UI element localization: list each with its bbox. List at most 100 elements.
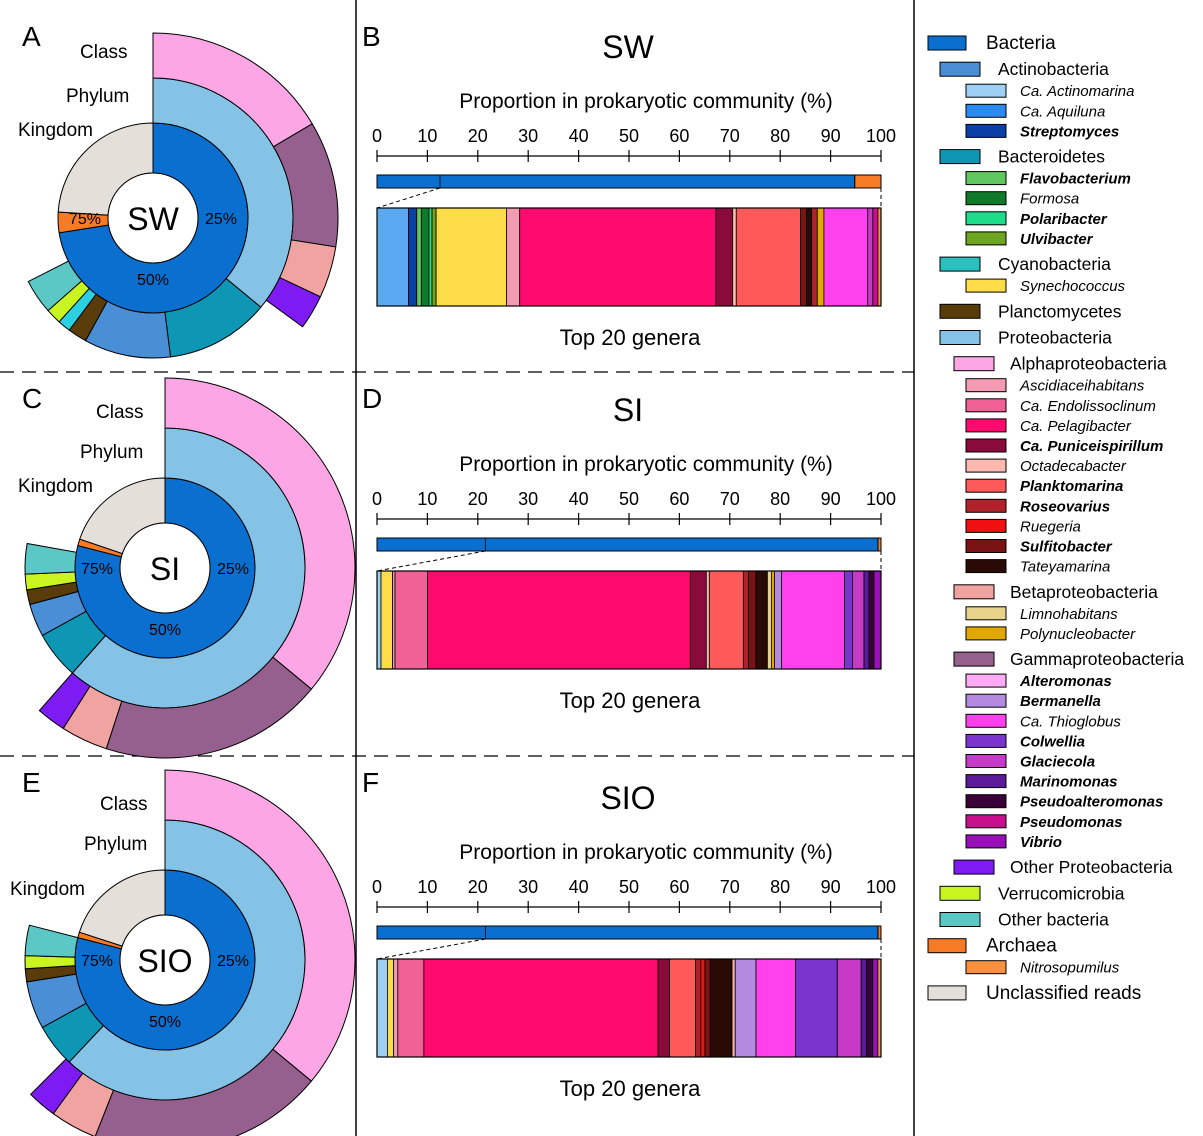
legend-item-ca-pelagibacter: Ca. Pelagibacter <box>965 418 1132 435</box>
genus-segment-ca-actinomarina <box>376 570 382 670</box>
legend-swatch <box>965 83 1007 98</box>
legend-item-pseudomonas: Pseudomonas <box>965 814 1123 831</box>
legend-item-ulvibacter: Ulvibacter <box>965 231 1094 248</box>
legend-item-other-proteobacteria: Other Proteobacteria <box>953 857 1173 877</box>
legend-swatch <box>965 774 1007 789</box>
tick-label-100: 100 <box>866 489 896 509</box>
genera-frame <box>376 207 882 307</box>
genus-segment-sulfitobacter <box>704 958 711 1058</box>
legend-item-planctomycetes: Planctomycetes <box>939 301 1122 321</box>
class-slice-other-proteobacteria <box>265 276 322 328</box>
legend-item-ca-aquiluna: Ca. Aquiluna <box>965 103 1105 120</box>
tick-label-90: 90 <box>821 877 841 897</box>
legend-label: Cyanobacteria <box>998 254 1111 274</box>
tick-label-70: 70 <box>720 877 740 897</box>
legend-item-marinomonas: Marinomonas <box>965 774 1118 791</box>
class-slice-alphaproteobacteria <box>164 769 356 1082</box>
legend-item-unclassified-reads: Unclassified reads <box>927 983 1141 1004</box>
legend-swatch <box>965 606 1007 621</box>
genus-segment-ca-endolissoclinum <box>397 958 425 1058</box>
legend-label: Flavobacterium <box>1020 171 1131 188</box>
legend-label: Bacteria <box>986 33 1056 54</box>
genus-segment-glaciecola <box>852 570 865 670</box>
genus-segment-pseudoalteromonas <box>868 570 875 670</box>
tick-label-50: 50% <box>137 272 169 289</box>
legend-item-cyanobacteria: Cyanobacteria <box>939 254 1111 274</box>
legend-swatch <box>965 123 1007 138</box>
tick-label-80: 80 <box>770 489 790 509</box>
legend-swatch <box>965 518 1007 533</box>
panel-letter-f: F <box>362 767 379 798</box>
genus-segment-colwellia <box>844 570 853 670</box>
legend-swatch <box>927 35 967 51</box>
tick-label-0: 0 <box>372 489 382 509</box>
legend-label: Pseudoalteromonas <box>1020 794 1163 811</box>
top-bar-bacteria <box>376 537 879 552</box>
legend-item-ca-actinomarina: Ca. Actinomarina <box>965 83 1135 100</box>
genus-segment-planktomarina <box>708 570 744 670</box>
legend-swatch <box>965 960 1007 975</box>
phylum-slice-other-bacteria <box>27 260 83 312</box>
legend-swatch <box>927 938 967 954</box>
legend-item-bacteria: Bacteria <box>927 33 1056 54</box>
genus-segment-ca-actinomarina <box>376 207 409 307</box>
legend: Bacteria Actinobacteria Ca. Actinomarina Ca… <box>927 33 1184 1004</box>
legend-label: Gammaproteobacteria <box>1010 649 1184 669</box>
center-hole <box>119 914 211 1006</box>
legend-swatch <box>965 539 1007 553</box>
legend-item-glaciecola: Glaciecola <box>965 754 1095 771</box>
tick-label-0: 0 <box>372 126 382 146</box>
legend-label: Planctomycetes <box>998 301 1122 321</box>
genus-segment-streptomyces <box>408 207 418 307</box>
legend-swatch <box>965 278 1007 293</box>
genus-segment-ca-pelagibacter <box>427 570 691 670</box>
genus-segment-planktomarina <box>735 207 801 307</box>
legend-label: Polaribacter <box>1020 211 1108 228</box>
tick-label-0: 0 <box>372 877 382 897</box>
genus-segment-roseovarius <box>742 570 749 670</box>
genus-segment-ca-puniceispirillum <box>657 958 671 1058</box>
legend-item-pseudoalteromonas: Pseudoalteromonas <box>965 794 1163 811</box>
legend-label: Formosa <box>1020 191 1079 208</box>
legend-swatch <box>965 438 1007 453</box>
genus-segment-octadecabacter <box>732 207 737 307</box>
legend-label: Alteromonas <box>1019 673 1112 690</box>
legend-label: Ulvibacter <box>1020 231 1094 248</box>
phylum-slice-other-bacteria <box>24 924 79 958</box>
tick-label-70: 70 <box>720 126 740 146</box>
legend-item-verrucomicrobia: Verrucomicrobia <box>939 883 1125 903</box>
legend-label: Ca. Pelagibacter <box>1020 418 1132 435</box>
genus-segment-ca-endolissoclinum <box>394 570 428 670</box>
tick-label-90: 90 <box>821 489 841 509</box>
legend-swatch <box>965 498 1007 513</box>
legend-label: Sulfitobacter <box>1020 539 1113 556</box>
legend-label: Polynucleobacter <box>1020 626 1136 643</box>
legend-label: Roseovarius <box>1020 498 1110 515</box>
panel-letter-c: C <box>22 383 42 414</box>
bar-panel-title: SW <box>602 29 654 65</box>
tick-label-75: 75% <box>81 561 113 578</box>
bar-panel-title: SIO <box>600 780 655 816</box>
legend-label: Verrucomicrobia <box>998 883 1125 903</box>
genus-segment-tateyamarina <box>806 207 813 307</box>
legend-item-synechococcus: Synechococcus <box>965 278 1126 295</box>
genus-segment-ca-puniceispirillum <box>715 207 734 307</box>
legend-swatch <box>965 398 1007 413</box>
top-bar-bacteria <box>376 174 856 189</box>
legend-swatch <box>953 859 995 875</box>
legend-label: Ascidiaceihabitans <box>1019 378 1145 395</box>
legend-swatch <box>965 103 1007 118</box>
bar-subtitle: Top 20 genera <box>560 1076 701 1101</box>
legend-item-roseovarius: Roseovarius <box>965 498 1110 515</box>
legend-swatch <box>965 754 1007 768</box>
zoom-line-left <box>376 550 486 572</box>
legend-item-gammaproteobacteria: Gammaproteobacteria <box>953 649 1184 669</box>
ring-label-kingdom: Kingdom <box>10 879 85 900</box>
zoom-line-left <box>376 187 441 209</box>
tick-label-90: 90 <box>821 126 841 146</box>
legend-swatch <box>965 478 1007 493</box>
genus-segment-vibrio <box>872 958 879 1058</box>
legend-item-bermanella: Bermanella <box>965 693 1101 710</box>
genus-segment-polynucleobacter <box>816 207 825 307</box>
legend-item-sulfitobacter: Sulfitobacter <box>965 539 1113 556</box>
